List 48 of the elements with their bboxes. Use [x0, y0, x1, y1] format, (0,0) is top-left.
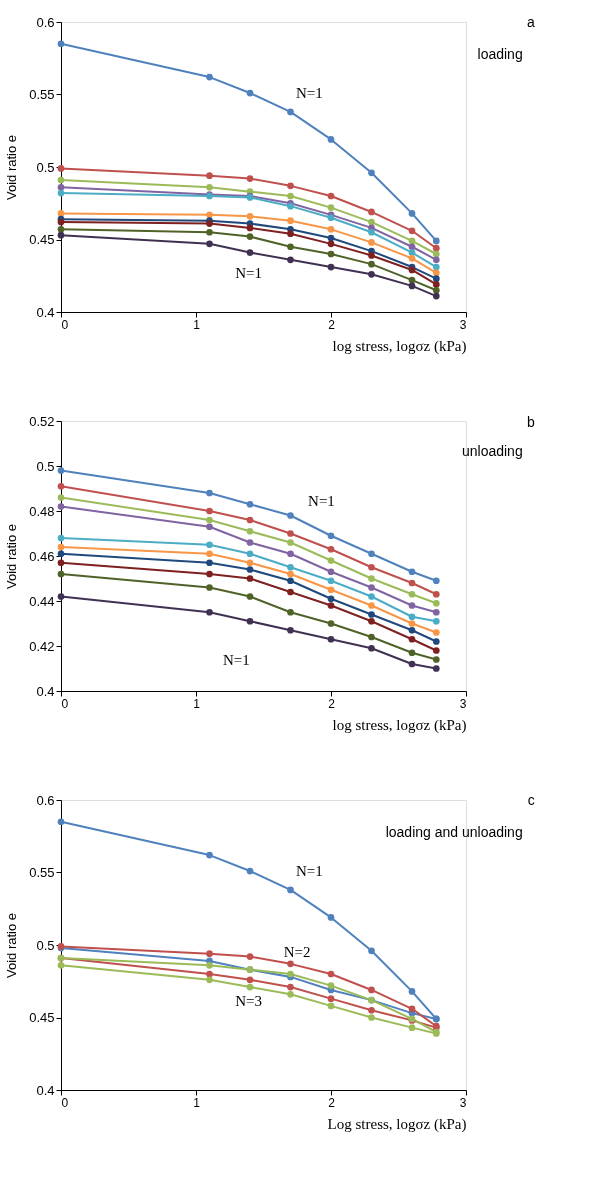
x-axis-title: log stress, logσz (kPa) — [332, 337, 467, 355]
y-tick-label: 0.5 — [36, 937, 55, 953]
x-axis-title: Log stress, logσz (kPa) — [327, 1115, 467, 1133]
text: a — [527, 14, 536, 31]
y-axis-title: Void ratio e — [4, 134, 20, 201]
y-tick-label: 0.4 — [36, 304, 55, 320]
y-tick-label: 0.5 — [36, 458, 55, 474]
annotation: N=2 — [283, 944, 311, 960]
x-tick-label: 0 — [61, 317, 69, 332]
x-tick-label: 1 — [193, 696, 201, 711]
x-axis-title: log stress, logσz (kPa) — [332, 716, 467, 734]
x-tick-label: 0 — [61, 696, 69, 711]
annotation: loading and unloading — [385, 824, 523, 841]
y-axis-title: Void ratio e — [4, 523, 20, 590]
annotation: N=1 — [223, 652, 250, 669]
y-tick-label: 0.55 — [29, 865, 55, 880]
x-tick-label: 2 — [328, 696, 336, 711]
y-tick-label: 0.4 — [36, 1082, 55, 1098]
x-tick-label: 3 — [459, 696, 467, 711]
x-tick-label: 1 — [193, 317, 201, 332]
annotation: N=1 — [295, 84, 323, 101]
annotation: N=1 — [308, 492, 335, 509]
y-tick-label: 0.6 — [36, 792, 55, 808]
text: loading — [477, 46, 523, 63]
x-tick-label: 3 — [459, 317, 467, 332]
x-tick-label: 2 — [328, 317, 336, 332]
annotation: N=1 — [235, 264, 262, 281]
y-tick-label: 0.45 — [29, 232, 55, 247]
text: b — [527, 413, 536, 430]
y-tick-label: 0.5 — [36, 159, 55, 175]
y-tick-label: 0.4 — [36, 683, 55, 699]
text: c — [527, 792, 535, 809]
y-tick-label: 0.45 — [29, 1010, 55, 1025]
x-tick-label: 1 — [193, 1095, 201, 1110]
y-tick-label: 0.55 — [29, 87, 55, 102]
y-tick-label: 0.6 — [36, 14, 55, 30]
y-tick-label: 0.46 — [29, 548, 55, 564]
y-tick-label: 0.48 — [29, 503, 55, 519]
annotation: N=1 — [295, 862, 323, 879]
y-tick-label: 0.44 — [29, 593, 55, 609]
y-axis-title: Void ratio e — [4, 912, 20, 979]
y-tick-label: 0.42 — [29, 638, 55, 654]
y-tick-label: 0.52 — [29, 413, 55, 429]
annotation: N=3 — [235, 993, 262, 1010]
x-tick-label: 3 — [459, 1095, 467, 1110]
x-tick-label: 0 — [61, 1095, 69, 1110]
annotation: unloading — [461, 443, 523, 460]
x-tick-label: 2 — [328, 1095, 336, 1110]
